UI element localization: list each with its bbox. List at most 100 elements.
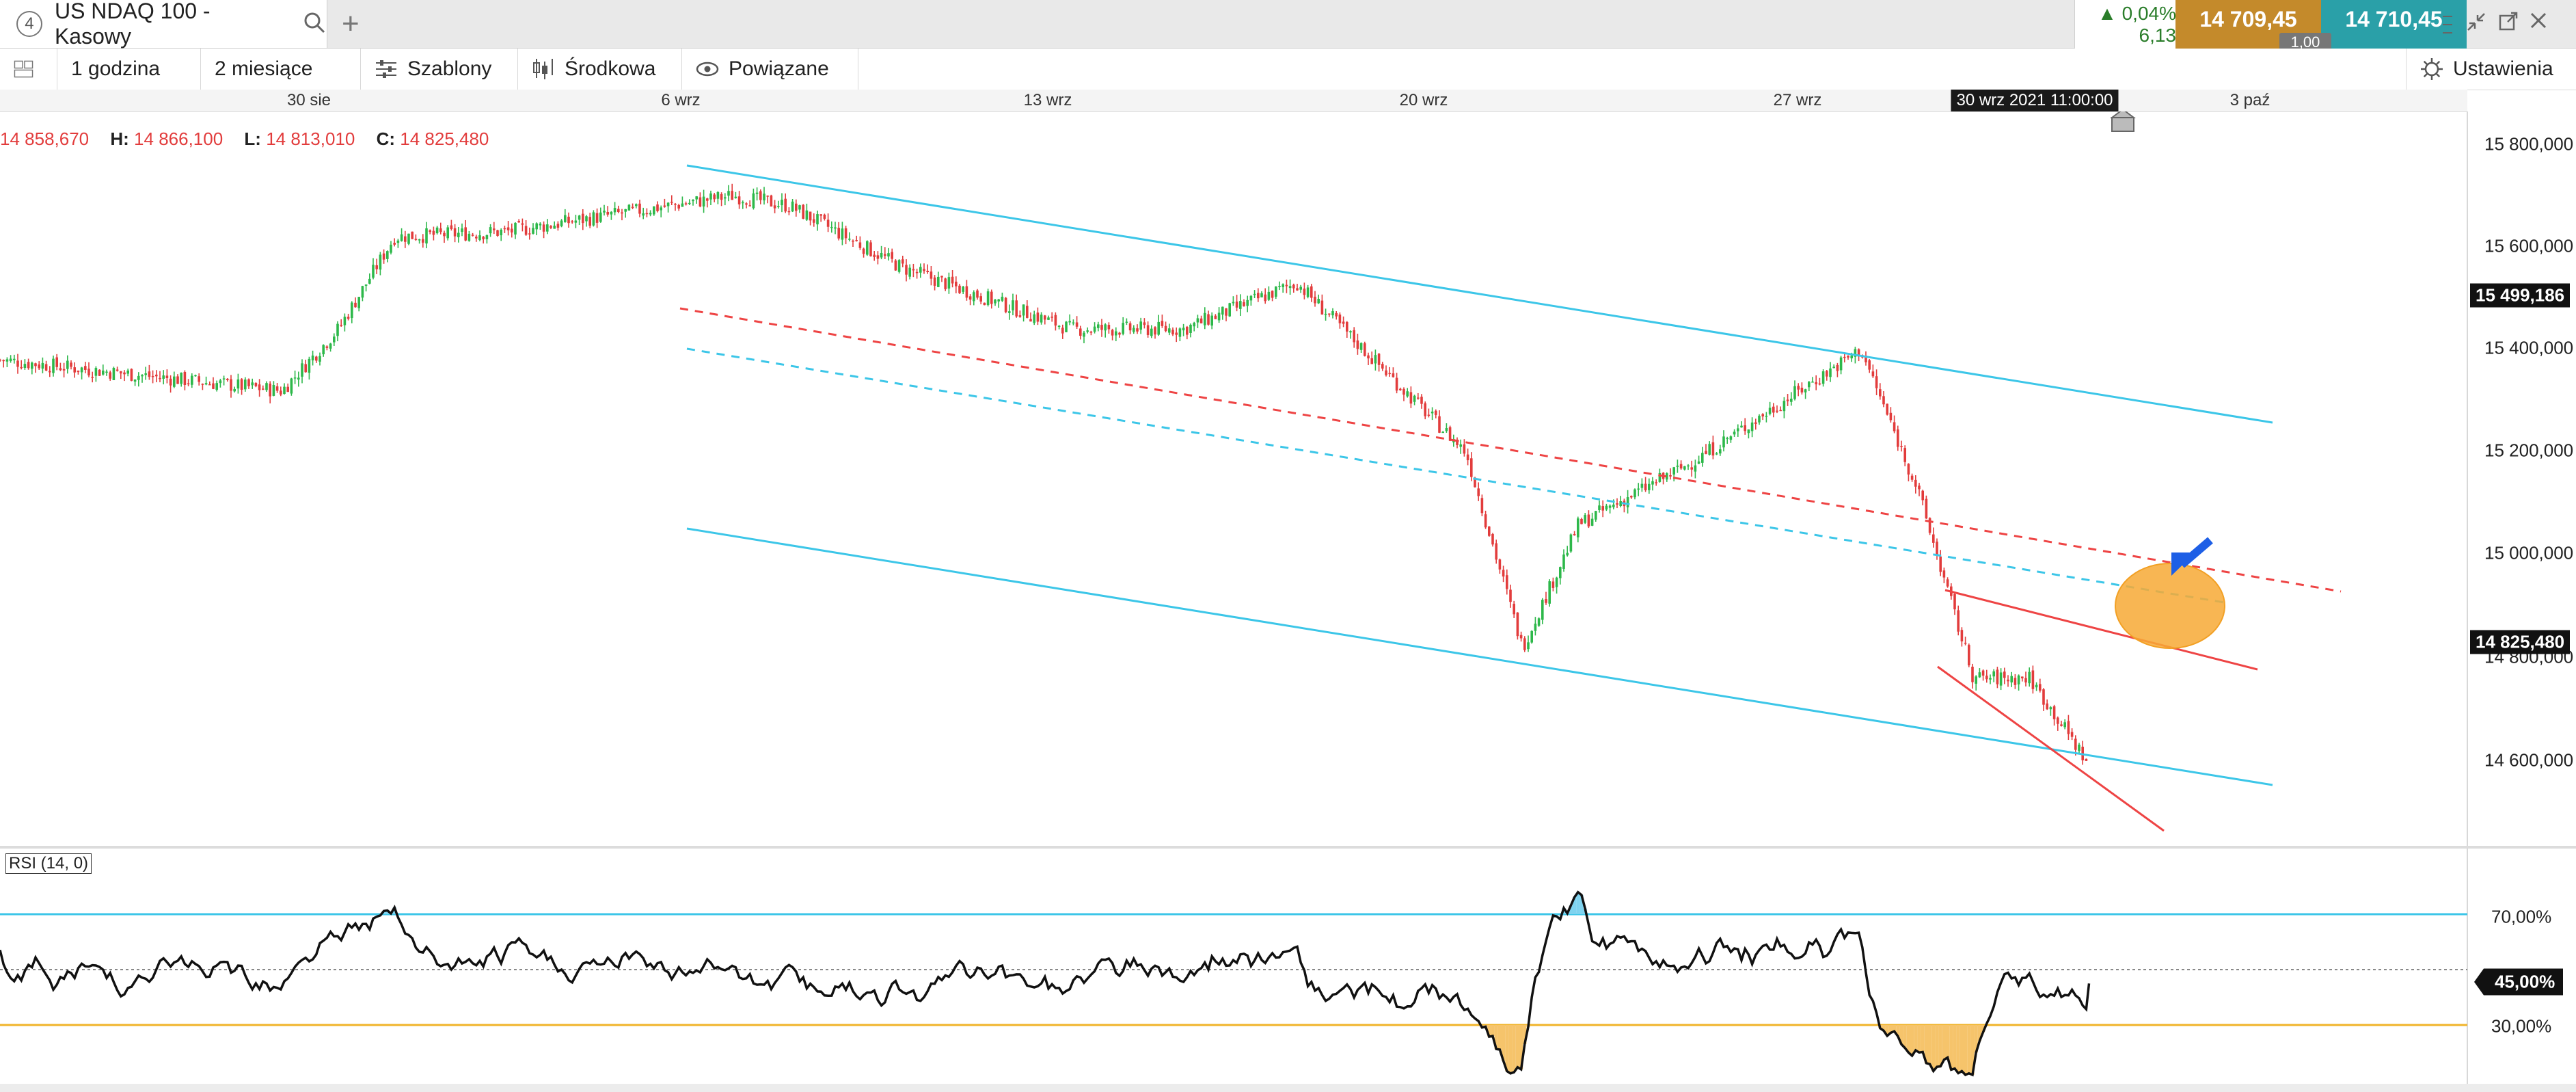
candle-body (411, 231, 413, 239)
candle-body (770, 195, 773, 207)
rsi-extreme-fill (1888, 1025, 1893, 1033)
rsi-extreme-fill (1981, 1025, 1985, 1033)
more-options-icon[interactable] (2441, 11, 2454, 44)
instrument-tab[interactable]: 4 US NDAQ 100 - Kasowy (0, 0, 327, 49)
candle-body (506, 227, 510, 230)
rsi-current-marker: 45,00% (2474, 968, 2564, 996)
close-icon[interactable] (2529, 11, 2548, 36)
candle-body (162, 375, 165, 379)
candle-body (1946, 579, 1949, 587)
candle-body (1033, 314, 1035, 323)
channel-mid-dashed-line[interactable] (686, 347, 2229, 604)
price-marker-last: 14 825,480 (2470, 630, 2571, 654)
candle-body (254, 383, 258, 386)
candle-body (660, 207, 662, 211)
candle-body (894, 260, 897, 271)
candle-body (1065, 321, 1068, 332)
candle-body (1050, 317, 1053, 318)
price-axis-label: 15 000,000 (2484, 542, 2574, 563)
candle-body (1850, 355, 1853, 359)
popout-icon[interactable] (2498, 11, 2519, 37)
buy-price-button[interactable]: 14 710,45 (2321, 0, 2467, 51)
rsi-indicator-label[interactable]: RSI (14, 0) (5, 853, 92, 874)
candle-body (325, 346, 329, 348)
red-dashed-line[interactable] (679, 307, 2342, 593)
candle-body (923, 269, 925, 271)
candle-body (290, 378, 293, 394)
candle-body (1253, 293, 1256, 295)
candle-body (1580, 518, 1583, 524)
candle-body (737, 196, 741, 204)
candle-body (1573, 533, 1576, 535)
candle-body (77, 370, 80, 373)
arrow-icon[interactable] (2171, 537, 2213, 576)
rsi-extreme-fill (1523, 1025, 1527, 1044)
wedge-upper-line[interactable] (1944, 589, 2258, 671)
candle-body (1359, 343, 1363, 350)
candle-body (1054, 315, 1057, 326)
bottom-scroll-strip[interactable] (0, 1084, 2576, 1092)
pane-divider[interactable] (0, 846, 2576, 849)
candle-body (315, 356, 318, 361)
wedge-lower-line[interactable] (1937, 665, 2165, 832)
candle-body (1474, 477, 1476, 488)
candle-body (1595, 511, 1597, 520)
candle-body (1353, 330, 1355, 343)
candle-body (1480, 498, 1484, 514)
candle-body (159, 377, 161, 379)
candle-body (1744, 425, 1746, 431)
rsi-line (0, 890, 2091, 1077)
change-percent: ▲ 0,04% (2098, 3, 2176, 24)
channel-upper-line[interactable] (686, 164, 2273, 424)
search-icon[interactable] (302, 10, 327, 38)
candle-body (1249, 295, 1253, 301)
candle-body (1264, 294, 1266, 302)
candle-body (951, 276, 954, 284)
candle-body (787, 211, 791, 213)
settings-button[interactable]: Ustawienia (2406, 49, 2576, 90)
candle-body (1044, 315, 1046, 320)
channel-lower-line[interactable] (686, 527, 2273, 786)
rsi-extreme-fill (1906, 1025, 1910, 1053)
related-button[interactable]: Powiązane (682, 49, 858, 90)
candle-body (1278, 286, 1281, 287)
candle-body (944, 278, 947, 289)
candle-body (1800, 388, 1804, 392)
layout-button[interactable] (0, 49, 57, 90)
collapse-icon[interactable] (2465, 11, 2487, 38)
candle-body (2007, 679, 2009, 682)
candle-body (1697, 461, 1700, 464)
price-type-dropdown[interactable]: Środkowa (518, 49, 682, 90)
target-zone-ellipse[interactable] (2115, 563, 2225, 649)
candle-body (582, 213, 584, 224)
range-dropdown[interactable]: 2 miesiące (201, 49, 361, 90)
candle-body (1196, 318, 1199, 323)
candle-body (1243, 302, 1245, 306)
candle-body (1029, 319, 1032, 322)
candle-body (244, 379, 247, 390)
candle-body (275, 386, 279, 391)
candle-body (1199, 318, 1203, 323)
interval-dropdown[interactable]: 1 godzina (57, 49, 201, 90)
candle-body (1865, 356, 1867, 362)
candle-body (595, 213, 599, 223)
candle-body (674, 203, 677, 205)
candle-body (1957, 610, 1960, 632)
candle-body (1246, 299, 1249, 306)
candle-body (1125, 321, 1128, 323)
add-tab-icon[interactable]: + (342, 7, 360, 40)
candle-body (990, 291, 993, 304)
price-axis-label: 14 600,000 (2484, 749, 2574, 771)
candle-body (2063, 722, 2066, 728)
candle-body (13, 358, 16, 360)
candle-body (1320, 300, 1324, 315)
templates-button[interactable]: Szablony (361, 49, 518, 90)
candle-body (880, 252, 883, 258)
rsi-extreme-fill (1494, 1025, 1498, 1050)
candle-body (567, 216, 570, 224)
rsi-fill-layer (382, 892, 1985, 1075)
candle-body (1953, 594, 1956, 610)
candle-body (731, 191, 733, 200)
price-chart[interactable] (0, 111, 2576, 1084)
candle-body (873, 254, 876, 257)
